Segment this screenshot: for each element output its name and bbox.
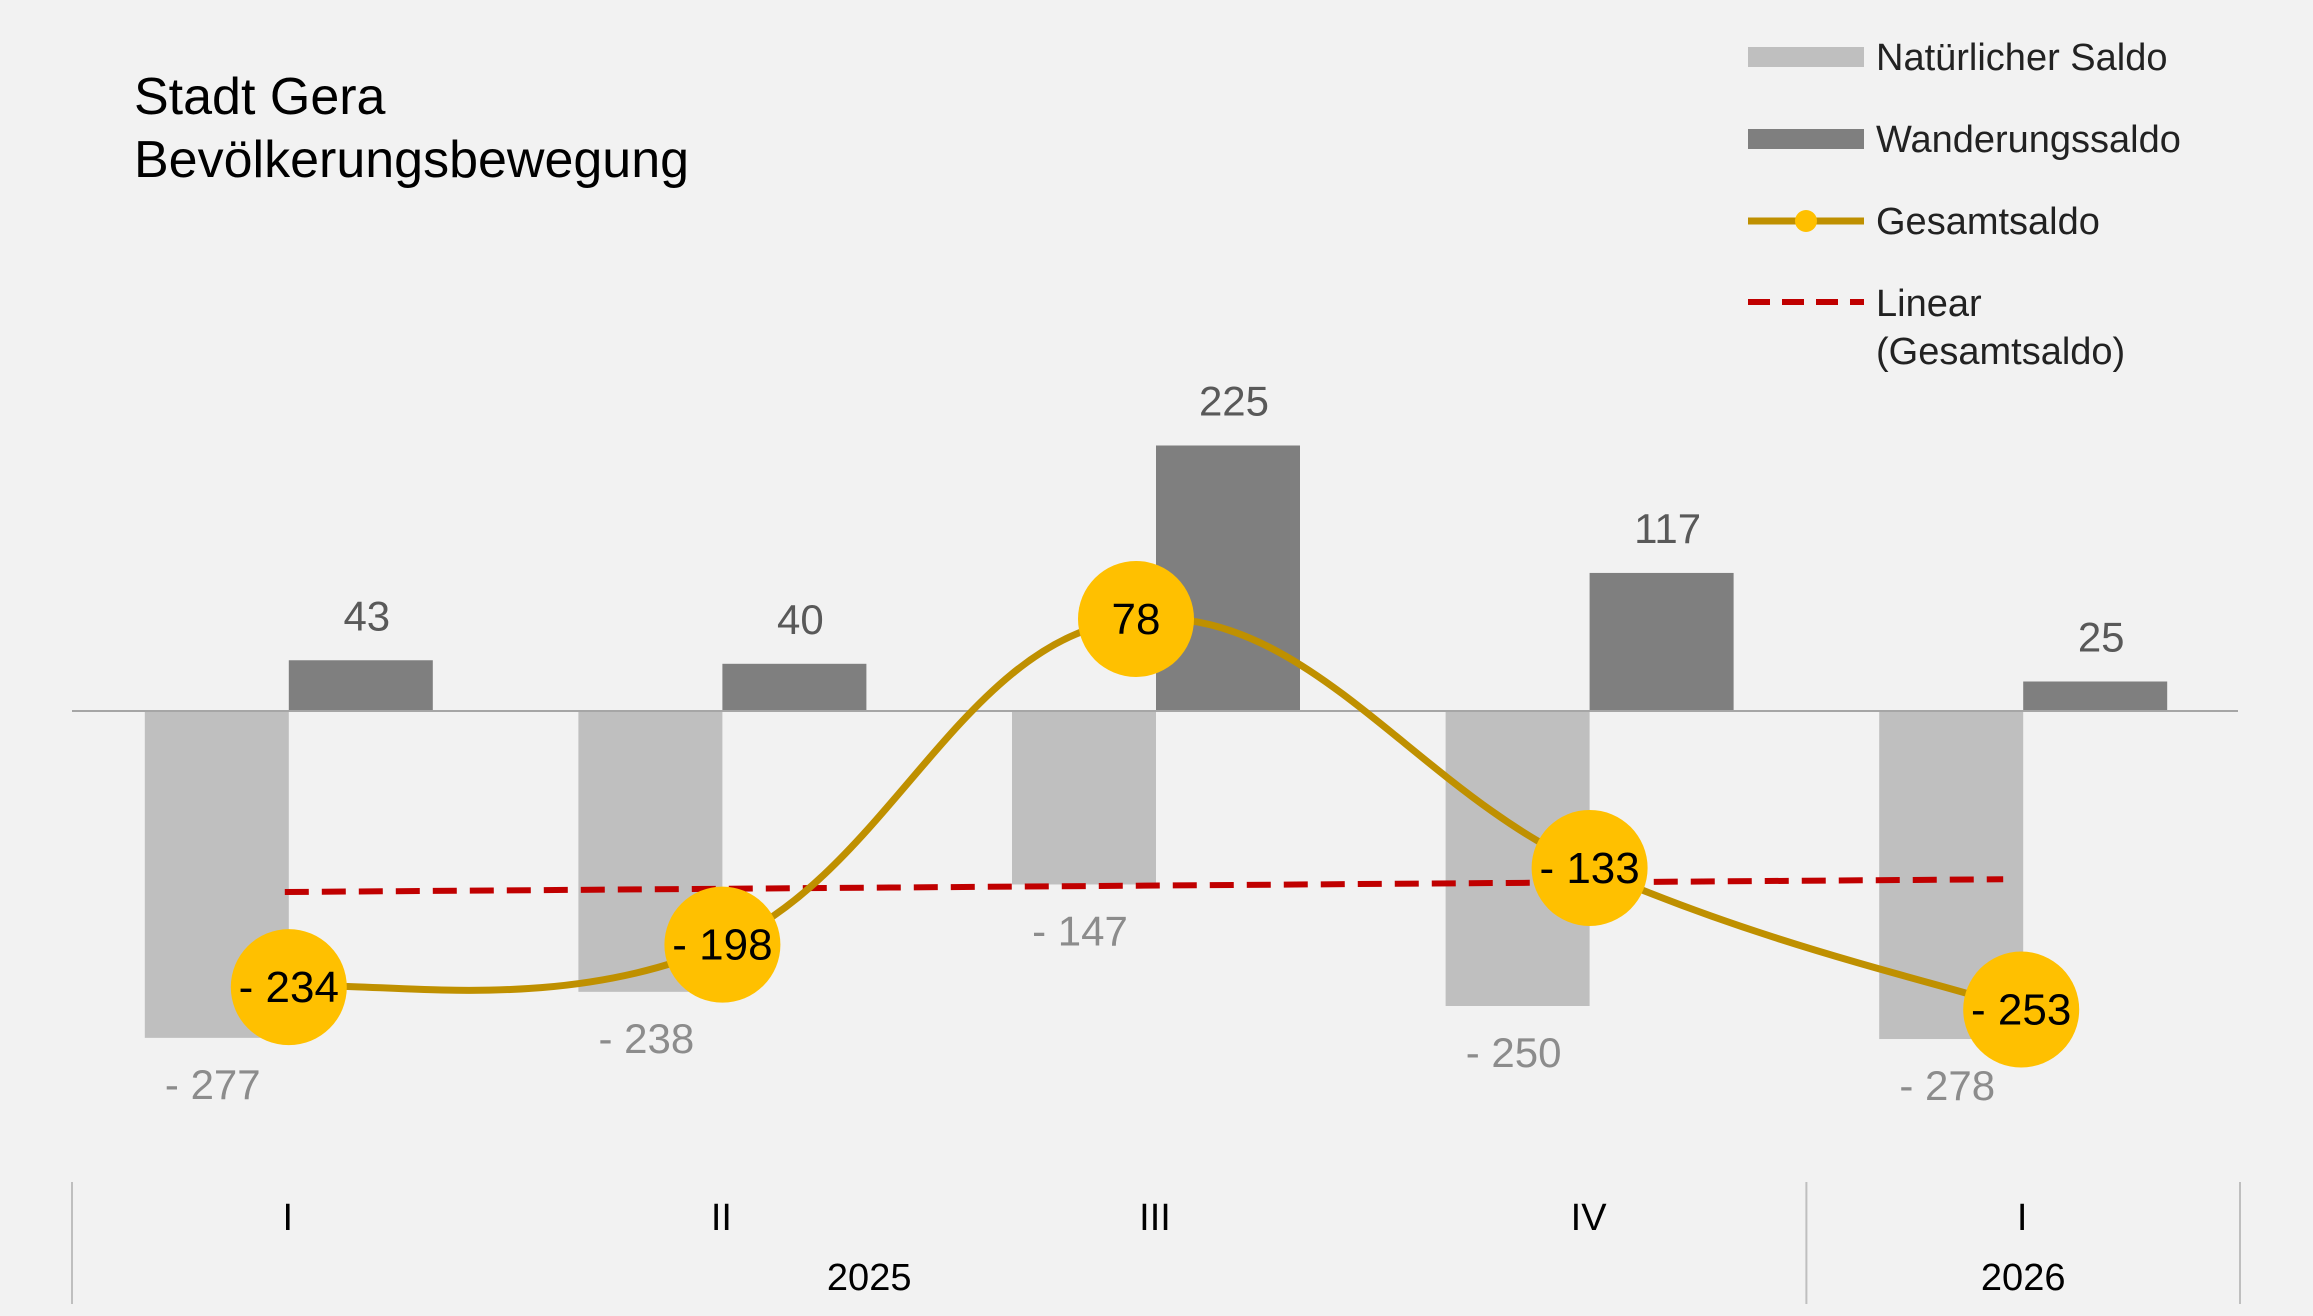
legend-label-migration: Wanderungssaldo bbox=[1876, 119, 2181, 161]
data-label-total-0: - 234 bbox=[239, 963, 339, 1012]
data-label-migration-4: 25 bbox=[2078, 614, 2125, 661]
marker-total-saldo-1 bbox=[664, 886, 781, 1003]
marker-total-saldo-4 bbox=[1963, 951, 2080, 1068]
data-label-total-3: - 133 bbox=[1539, 844, 1639, 893]
chart-subtitle: Bevölkerungsbewegung bbox=[134, 131, 689, 189]
legend-swatch-migration bbox=[1748, 129, 1864, 149]
data-label-total-1: - 198 bbox=[672, 921, 772, 970]
bar-migration-saldo-0 bbox=[288, 660, 433, 711]
marker-total-saldo-0 bbox=[230, 929, 347, 1046]
bar-migration-saldo-3 bbox=[1589, 572, 1734, 711]
data-label-natural-4: - 278 bbox=[1899, 1062, 1995, 1109]
trendline-linear bbox=[284, 876, 2004, 896]
axis-category-label-3: IV bbox=[1571, 1197, 1608, 1239]
data-label-total-2: 78 bbox=[1112, 595, 1161, 644]
axis-group-label-0: 2025 bbox=[827, 1257, 912, 1299]
legend: Natürlicher Saldo Wanderungssaldo Gesamt… bbox=[1748, 37, 2181, 373]
marker-total-saldo-2 bbox=[1078, 560, 1194, 677]
chart-title: Stadt Gera bbox=[134, 68, 386, 126]
legend-marker-total bbox=[1795, 210, 1817, 232]
bar-migration-saldo-1 bbox=[722, 663, 867, 711]
data-label-natural-3: - 250 bbox=[1466, 1029, 1562, 1076]
data-label-total-4: - 253 bbox=[1971, 986, 2071, 1035]
bar-migration-saldo-4 bbox=[2023, 681, 2168, 711]
legend-label-natural: Natürlicher Saldo bbox=[1876, 37, 2167, 79]
axis-category-label-4: I bbox=[2017, 1197, 2028, 1239]
axis-category-label-0: I bbox=[283, 1197, 294, 1239]
bar-migration-saldo-2 bbox=[1156, 445, 1300, 711]
axis-group-label-1: 2026 bbox=[1981, 1257, 2066, 1299]
legend-label-total: Gesamtsaldo bbox=[1876, 201, 2100, 243]
data-label-migration-3: 117 bbox=[1634, 505, 1701, 552]
data-label-natural-1: - 238 bbox=[599, 1015, 695, 1062]
axis-category-label-2: III bbox=[1139, 1197, 1171, 1239]
data-label-migration-2: 225 bbox=[1199, 378, 1269, 425]
data-label-natural-2: - 147 bbox=[1032, 907, 1128, 954]
marker-total-saldo-3 bbox=[1531, 809, 1648, 926]
legend-swatch-natural bbox=[1748, 47, 1864, 67]
legend-label-trend: Linear bbox=[1876, 283, 1982, 325]
axis-category-label-1: II bbox=[711, 1197, 732, 1239]
data-label-migration-0: 43 bbox=[343, 592, 390, 639]
bar-natural-saldo-2 bbox=[1012, 711, 1156, 885]
data-label-natural-0: - 277 bbox=[165, 1061, 261, 1108]
legend-label-trend-line2: (Gesamtsaldo) bbox=[1876, 331, 2125, 373]
data-label-migration-1: 40 bbox=[777, 596, 824, 643]
